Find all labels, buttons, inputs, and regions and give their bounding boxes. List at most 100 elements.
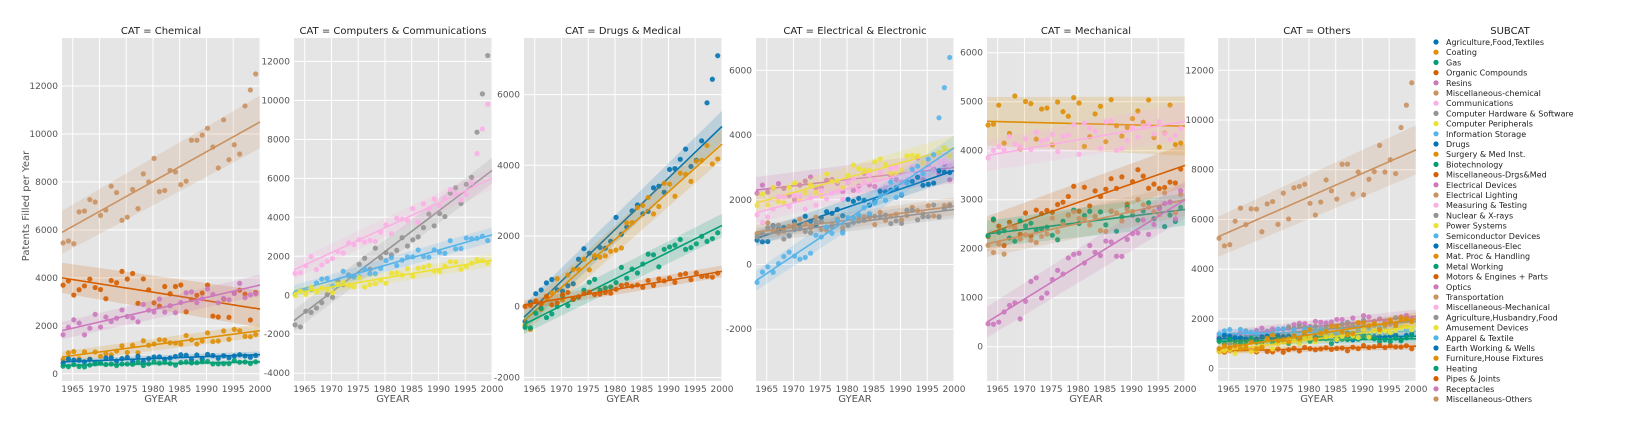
legend-item: Coating [1433, 48, 1477, 57]
data-point [1038, 138, 1045, 144]
data-point [877, 209, 883, 215]
data-point [76, 209, 82, 215]
data-point [985, 321, 991, 327]
data-point [829, 190, 835, 196]
data-point [253, 291, 259, 297]
y-tick-label: -2000 [494, 373, 520, 383]
data-point [683, 270, 689, 277]
data-point [597, 291, 603, 297]
legend-marker [1433, 172, 1439, 178]
data-point [146, 342, 152, 348]
data-point [378, 255, 384, 261]
data-point [340, 268, 346, 274]
data-point [65, 238, 72, 244]
y-tick-label: 0 [977, 343, 983, 353]
data-point [1044, 136, 1050, 142]
data-point [791, 197, 798, 203]
data-point [813, 214, 819, 220]
data-point [797, 193, 803, 199]
data-point [1033, 275, 1039, 281]
data-point [1339, 345, 1345, 351]
data-point [313, 267, 320, 273]
legend-marker [1433, 59, 1439, 65]
data-point [1178, 204, 1184, 211]
legend-marker [1433, 335, 1439, 341]
data-point [231, 290, 237, 297]
data-point [226, 361, 232, 367]
data-point [204, 330, 211, 336]
data-point [420, 264, 427, 270]
data-point [221, 353, 227, 359]
x-axis-label: GYEAR [606, 394, 640, 405]
data-point [146, 287, 152, 293]
legend-label: Miscellaneous-chemical [1446, 89, 1541, 98]
data-point [586, 250, 592, 256]
data-point [1167, 212, 1173, 218]
x-tick-label: 1965 [61, 385, 84, 395]
legend-item: Electrical Devices [1433, 181, 1517, 190]
data-point [1318, 326, 1324, 332]
data-point [1167, 136, 1173, 143]
data-point [861, 217, 867, 223]
data-point [936, 168, 942, 174]
data-point [850, 219, 856, 226]
data-point [1382, 344, 1388, 351]
data-point [818, 188, 824, 194]
data-point [324, 286, 330, 292]
data-point [204, 125, 211, 131]
data-point [1409, 327, 1415, 333]
data-point [378, 229, 384, 235]
data-point [1017, 143, 1023, 150]
data-point [570, 266, 576, 273]
data-point [565, 289, 571, 296]
data-point [119, 356, 125, 362]
data-point [807, 250, 814, 256]
data-point [367, 271, 373, 277]
data-point [442, 263, 448, 269]
data-point [1227, 336, 1233, 343]
data-point [1366, 176, 1372, 182]
data-point [1216, 338, 1222, 344]
data-point [1049, 209, 1055, 215]
data-point [765, 202, 771, 208]
legend-label: Organic Compounds [1446, 69, 1527, 78]
data-point [253, 352, 259, 359]
data-point [183, 332, 189, 339]
data-point [1022, 298, 1029, 304]
data-point [1328, 188, 1335, 194]
data-point [188, 360, 195, 366]
regression-line [1217, 149, 1417, 238]
data-point [1081, 184, 1087, 190]
data-point [65, 356, 72, 362]
x-tick-label: 1995 [916, 385, 939, 395]
data-point [936, 115, 942, 121]
data-point [1001, 309, 1007, 315]
data-point [1162, 200, 1168, 207]
legend-item: Resins [1433, 79, 1472, 88]
data-point [146, 179, 152, 185]
data-point [329, 294, 336, 300]
legend-label: Electrical Devices [1446, 181, 1517, 190]
data-point [71, 317, 77, 323]
data-point [453, 190, 459, 196]
y-tick-label: 4000 [729, 131, 752, 141]
legend-marker [1433, 161, 1439, 167]
data-point [479, 257, 485, 264]
data-point [237, 151, 243, 157]
data-point [699, 233, 705, 240]
legend-marker [1433, 376, 1439, 382]
data-point [941, 85, 947, 91]
data-point [765, 214, 771, 220]
x-tick-label: 1970 [550, 385, 573, 395]
data-point [1339, 321, 1345, 328]
data-point [1243, 344, 1249, 351]
data-point [1269, 332, 1276, 338]
data-point [775, 181, 782, 187]
data-point [1129, 212, 1136, 218]
data-point [178, 352, 184, 358]
data-point [1135, 230, 1141, 236]
data-point [704, 100, 710, 106]
legend-label: Motors & Engines + Parts [1446, 273, 1548, 282]
confidence-band [987, 143, 1185, 252]
x-axis-label: GYEAR [144, 394, 178, 405]
